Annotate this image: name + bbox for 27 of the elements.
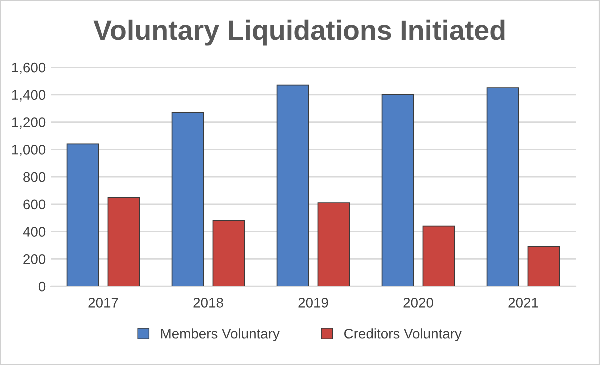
- x-tick-label: 2019: [298, 298, 328, 308]
- bar: [276, 84, 310, 287]
- x-tick-label: 2021: [508, 298, 538, 308]
- x-tick-label: 2018: [194, 298, 224, 308]
- y-tick-label: 1,000: [12, 144, 46, 156]
- y-tick-label: 600: [24, 200, 46, 210]
- y-tick-label: 0: [38, 282, 46, 292]
- x-tick-label: 2020: [404, 298, 434, 308]
- y-tick-label: 200: [24, 254, 46, 264]
- bar: [528, 246, 560, 287]
- y-tick-label: 400: [23, 227, 46, 237]
- bar: [212, 220, 246, 287]
- y-tick-label: 800: [24, 172, 46, 182]
- bar: [422, 226, 456, 287]
- bar: [318, 202, 350, 287]
- chart-title: Voluntary Liquidations Initiated: [94, 20, 505, 46]
- y-tick-label: 1,400: [12, 90, 46, 102]
- bar: [382, 94, 414, 287]
- y-tick-label: 1,600: [12, 62, 46, 74]
- legend-label: Members Voluntary: [161, 328, 280, 342]
- y-tick-label: 1,200: [12, 118, 46, 130]
- bar: [172, 112, 204, 287]
- legend-label: Creditors Voluntary: [344, 328, 462, 342]
- bar: [66, 144, 100, 287]
- x-tick-label: 2017: [88, 298, 118, 308]
- bar: [108, 197, 140, 287]
- bar: [486, 88, 520, 287]
